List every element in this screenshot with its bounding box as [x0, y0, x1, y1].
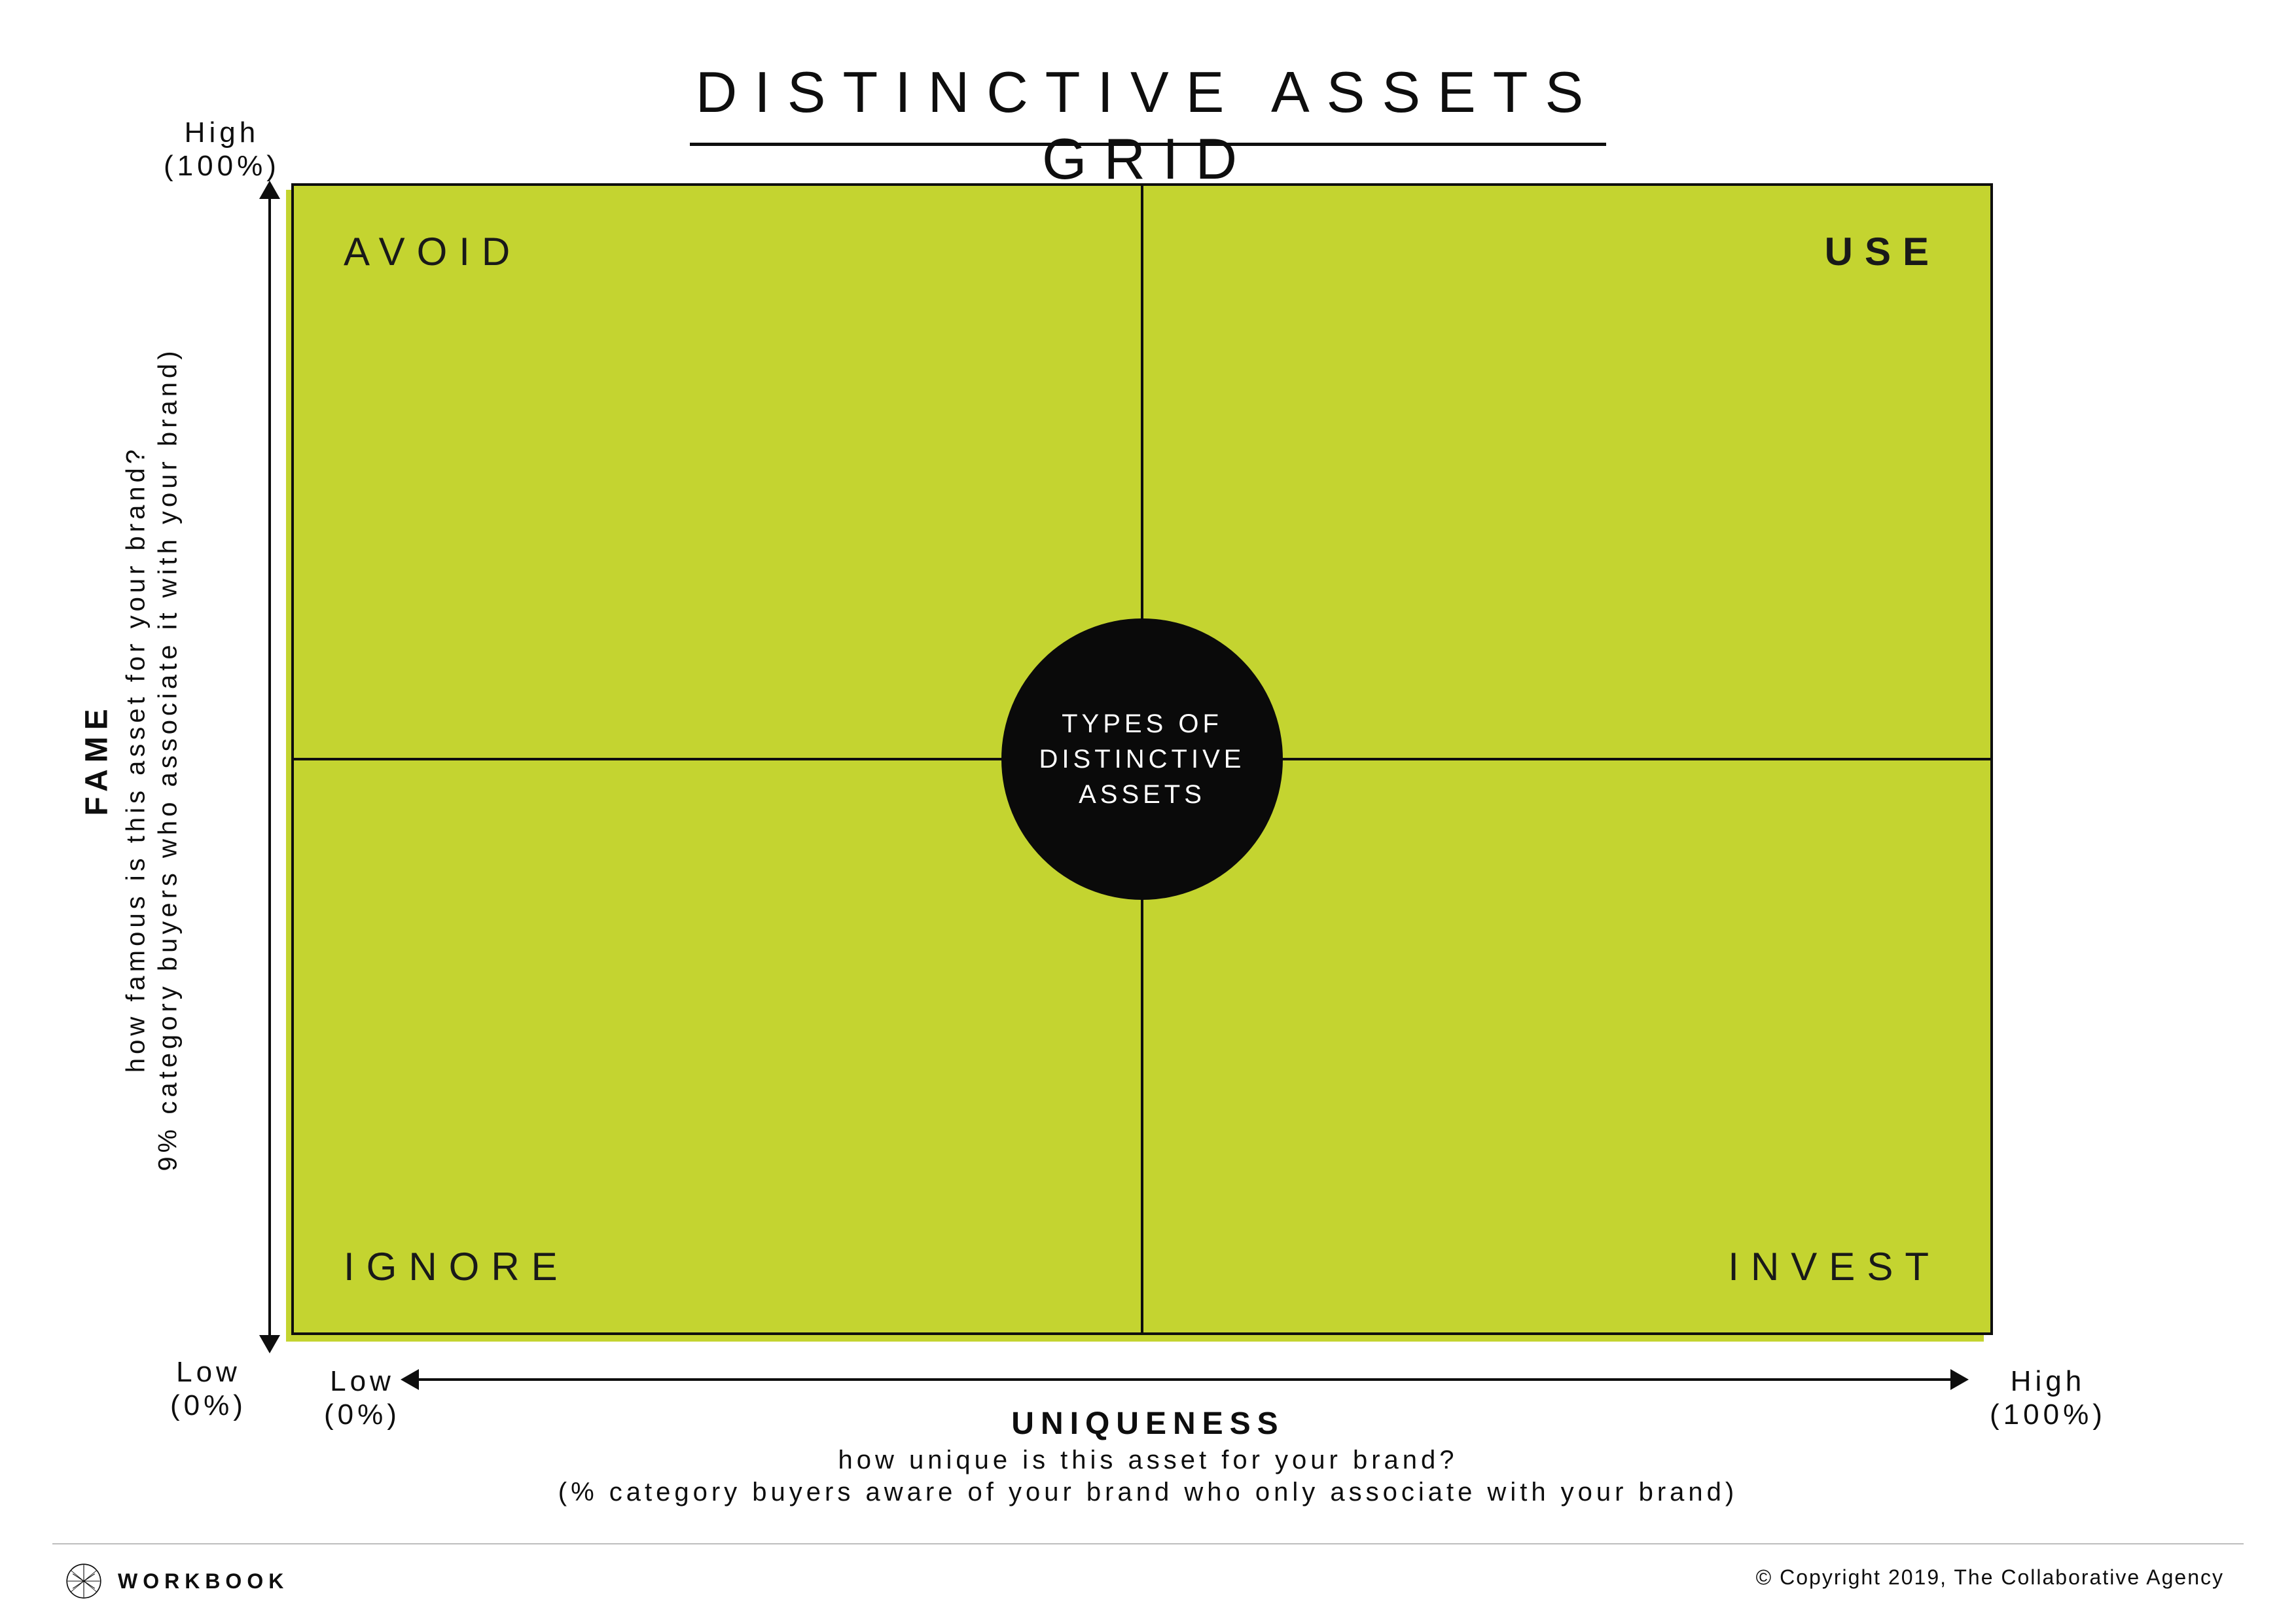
y-axis-subtitle-1: how famous is this asset for your brand?	[122, 203, 151, 1315]
x-axis-arrow-right-icon	[1950, 1369, 1969, 1390]
quadrant-label-avoid: AVOID	[344, 229, 522, 274]
y-axis-title-block: FAME how famous is this asset for your b…	[79, 203, 183, 1315]
footer-divider	[52, 1543, 2244, 1544]
x-axis-line	[419, 1378, 1950, 1381]
quadrant-grid: AVOID USE IGNORE INVEST TYPES OF DISTINC…	[291, 183, 1993, 1335]
footer-left: WORKBOOK	[65, 1563, 289, 1599]
y-axis-line	[268, 196, 271, 1335]
x-axis-subtitle-2: (% category buyers aware of your brand w…	[297, 1478, 1999, 1507]
x-axis-title-block: UNIQUENESS how unique is this asset for …	[297, 1406, 1999, 1507]
brand-logo-icon	[65, 1563, 102, 1599]
y-high-value: (100%)	[164, 150, 280, 183]
y-axis-low-label: Low (0%)	[170, 1356, 247, 1422]
x-high-value: (100%)	[1990, 1399, 2106, 1432]
x-low-text: Low	[324, 1365, 401, 1399]
quadrant-label-use: USE	[1825, 229, 1941, 274]
page-title: DISTINCTIVE ASSETS GRID	[574, 59, 1722, 192]
x-axis-subtitle-1: how unique is this asset for your brand?	[297, 1446, 1999, 1475]
y-low-text: Low	[170, 1356, 247, 1389]
center-circle-text: TYPES OF DISTINCTIVE ASSETS	[1039, 706, 1246, 812]
workbook-label: WORKBOOK	[118, 1569, 289, 1594]
quadrant-label-invest: INVEST	[1728, 1244, 1941, 1289]
title-underline	[690, 143, 1606, 146]
y-axis-arrow-down-icon	[259, 1335, 280, 1353]
y-high-text: High	[164, 116, 280, 150]
footer-copyright: © Copyright 2019, The Collaborative Agen…	[1756, 1565, 2224, 1590]
y-axis-subtitle-2: 9% category buyers who associate it with…	[154, 203, 183, 1315]
x-high-text: High	[1990, 1365, 2106, 1399]
y-low-value: (0%)	[170, 1389, 247, 1423]
x-axis-high-label: High (100%)	[1990, 1365, 2106, 1431]
quadrant-label-ignore: IGNORE	[344, 1244, 569, 1289]
y-axis-high-label: High (100%)	[164, 116, 280, 183]
center-circle: TYPES OF DISTINCTIVE ASSETS	[1001, 618, 1283, 900]
x-axis-arrow-left-icon	[401, 1369, 419, 1390]
y-axis-title: FAME	[79, 203, 115, 1315]
x-axis-title: UNIQUENESS	[297, 1406, 1999, 1442]
